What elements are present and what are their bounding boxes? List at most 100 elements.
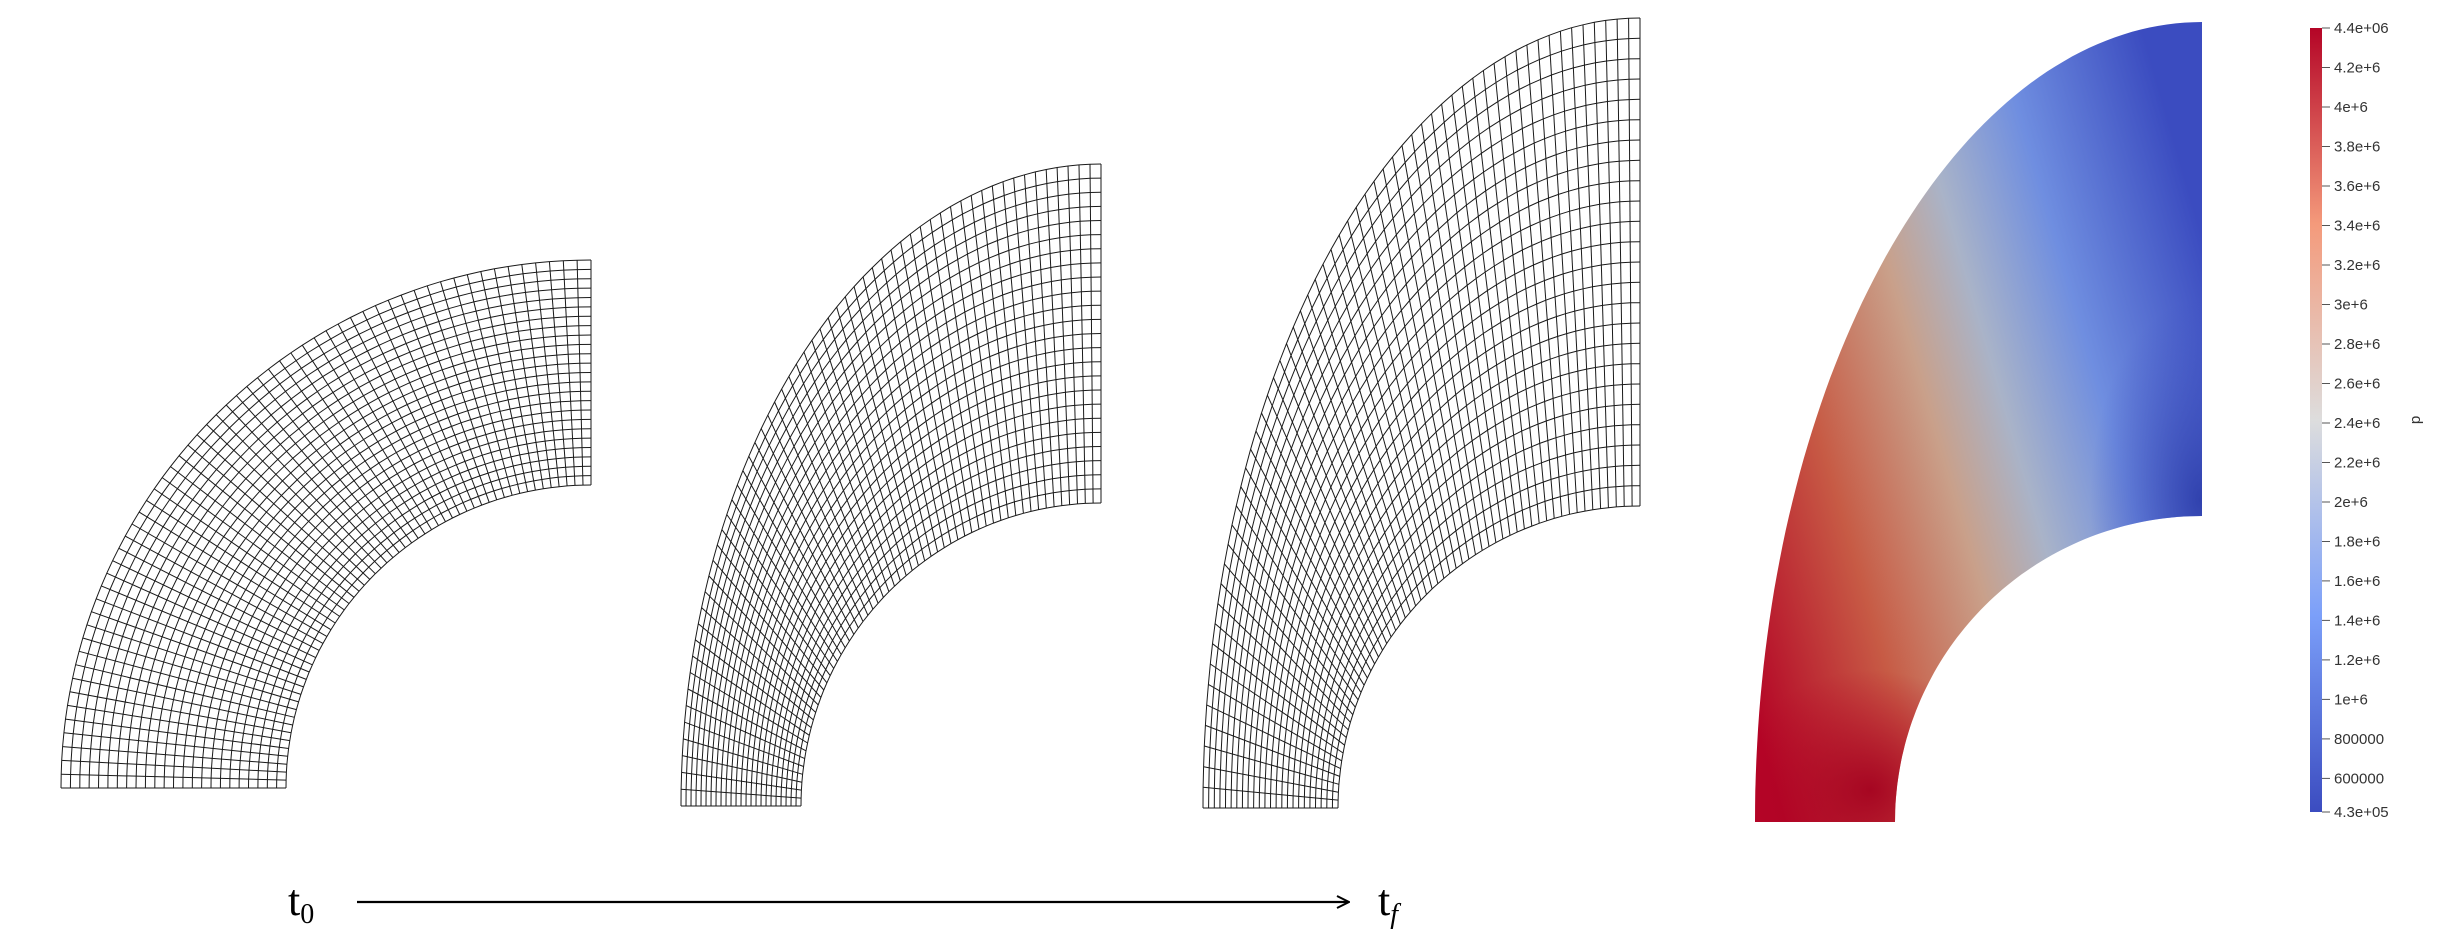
mesh-line — [191, 390, 592, 789]
mesh-line — [705, 234, 1102, 807]
mesh-final — [1202, 17, 1641, 809]
colorbar-ticks: 4.4e+06 4.2e+6 4e+6 3.8e+6 3.6e+6 3.4e+6 3.2e+… — [2322, 20, 2389, 821]
colorbar-tick-label: 3e+6 — [2334, 297, 2368, 314]
colorbar-tick-label: 2.6e+6 — [2334, 376, 2380, 393]
mesh-line — [276, 475, 592, 789]
colorbar-tick-label: 3.8e+6 — [2334, 139, 2380, 156]
colorbar-tick-label: 800000 — [2334, 731, 2384, 748]
mesh-line — [1213, 58, 1641, 809]
mesh-line — [1315, 424, 1641, 809]
mesh-line — [735, 318, 1102, 807]
mesh-line — [135, 334, 592, 789]
mesh-line — [730, 304, 1102, 807]
timeline: t0 tf — [288, 876, 1401, 930]
mesh-intermediate — [680, 163, 1102, 807]
mesh-line — [1208, 37, 1641, 809]
mesh-line — [745, 347, 1102, 807]
mesh-line — [795, 488, 1102, 807]
mesh-line — [69, 268, 592, 789]
mesh-line — [725, 290, 1102, 807]
mesh-line — [1286, 322, 1641, 809]
mesh-line — [210, 409, 592, 789]
mesh-line — [1298, 363, 1641, 809]
mesh-line — [257, 456, 592, 789]
pressure-hotspot — [1755, 670, 2010, 822]
mesh-line — [107, 306, 592, 789]
mesh-line — [248, 447, 592, 789]
mesh-line — [116, 315, 592, 789]
mesh-line — [765, 403, 1102, 807]
colorbar-tick-label: 4e+6 — [2334, 99, 2368, 116]
mesh-line — [1241, 159, 1641, 809]
colorbar-tick-label: 2.2e+6 — [2334, 455, 2380, 472]
mesh-line — [750, 361, 1102, 807]
mesh-line — [1275, 281, 1641, 809]
colorbar-tick-label: 1.8e+6 — [2334, 534, 2380, 551]
mesh-line — [154, 353, 592, 789]
mesh-line — [785, 460, 1102, 807]
colorbar-tick-label: 1.2e+6 — [2334, 652, 2380, 669]
mesh-line — [775, 431, 1102, 807]
mesh-line — [695, 205, 1102, 807]
mesh-initial — [60, 259, 592, 789]
mesh-line — [79, 278, 592, 789]
pressure-coldspot — [2090, 300, 2202, 700]
mesh-line — [1258, 220, 1641, 809]
time-end-label: tf — [1378, 876, 1401, 930]
mesh-line — [126, 325, 592, 789]
colorbar-tick-label: 4.2e+6 — [2334, 60, 2380, 77]
mesh-line — [780, 446, 1102, 807]
colorbar-gradient — [2310, 28, 2322, 812]
colorbar-tick-label: 2.4e+6 — [2334, 415, 2380, 432]
mesh-line — [715, 262, 1102, 807]
mesh-line — [1264, 241, 1641, 809]
mesh-line — [685, 177, 1102, 807]
colorbar-tick-label: 2.8e+6 — [2334, 336, 2380, 353]
mesh-line — [1303, 383, 1641, 809]
colorbar-tick-label: 4.4e+06 — [2334, 20, 2389, 37]
mesh-line — [1326, 464, 1641, 809]
mesh-line — [229, 428, 592, 789]
mesh-line — [163, 362, 592, 789]
mesh-line — [98, 297, 592, 789]
colorbar-tick-label: 3.2e+6 — [2334, 257, 2380, 274]
mesh-line — [1247, 180, 1641, 809]
colorbar-tick-label: 2e+6 — [2334, 494, 2368, 511]
colorbar-tick-label: 4.3e+05 — [2334, 804, 2389, 821]
mesh-line — [700, 220, 1102, 807]
colorbar-tick-label: 1.6e+6 — [2334, 573, 2380, 590]
mesh-line — [201, 400, 592, 789]
colorbar-title: p — [2407, 416, 2424, 424]
mesh-line — [1309, 403, 1641, 809]
mesh-line — [285, 484, 592, 789]
colorbar-tick-label: 600000 — [2334, 770, 2384, 787]
mesh-line — [173, 372, 592, 789]
colorbar-tick-label: 1e+6 — [2334, 691, 2368, 708]
mesh-line — [182, 381, 592, 789]
mesh-line — [1337, 505, 1641, 809]
mesh-line — [740, 333, 1102, 807]
mesh-line — [1230, 119, 1641, 809]
mesh-line — [1281, 302, 1641, 809]
colorbar-tick-label: 1.4e+6 — [2334, 612, 2380, 629]
colorbar: 4.4e+06 4.2e+6 4e+6 3.8e+6 3.6e+6 3.4e+6 3.2e+… — [2310, 20, 2424, 821]
mesh-line — [1270, 261, 1641, 809]
mesh-line — [144, 343, 592, 789]
mesh-line — [88, 287, 592, 789]
mesh-line — [1202, 17, 1641, 809]
mesh-line — [800, 502, 1102, 807]
pressure-field — [1755, 22, 2202, 822]
mesh-line — [690, 191, 1102, 807]
mesh-line — [1236, 139, 1641, 809]
mesh-line — [266, 465, 592, 789]
mesh-line — [770, 417, 1102, 807]
mesh-line — [60, 259, 592, 789]
mesh-line — [755, 375, 1102, 807]
colorbar-tick-label: 3.4e+6 — [2334, 218, 2380, 235]
mesh-line — [238, 437, 592, 789]
mesh-line — [720, 276, 1102, 807]
mesh-line — [710, 248, 1102, 807]
time-start-label: t0 — [288, 876, 314, 930]
mesh-line — [1331, 485, 1641, 809]
mesh-line — [1253, 200, 1641, 809]
